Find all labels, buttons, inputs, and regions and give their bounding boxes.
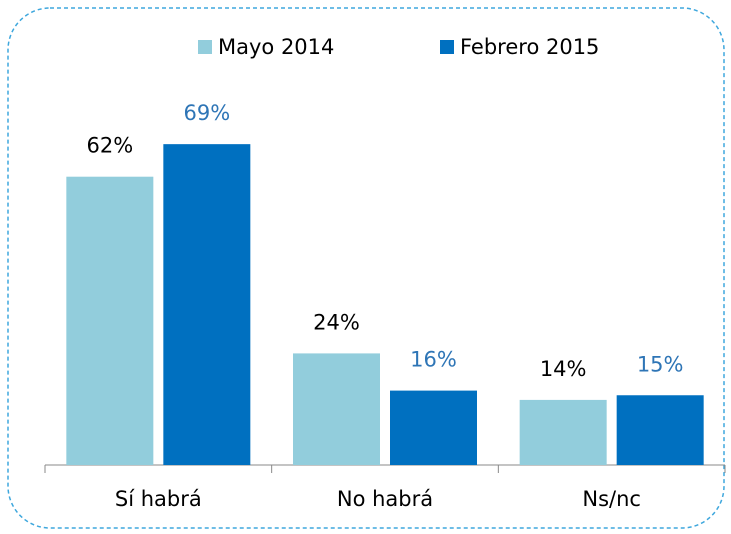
bar xyxy=(293,353,380,465)
data-label: 14% xyxy=(540,357,587,381)
bar xyxy=(519,399,607,465)
legend-swatch xyxy=(440,40,454,54)
bar xyxy=(616,395,704,465)
legend-swatch xyxy=(198,40,212,54)
data-label: 69% xyxy=(183,101,230,125)
bar xyxy=(390,390,477,465)
bar xyxy=(66,176,154,465)
legend-label: Febrero 2015 xyxy=(460,35,599,59)
x-tick-label: Sí habrá xyxy=(115,487,202,511)
data-label: 24% xyxy=(313,310,360,334)
data-label: 62% xyxy=(86,134,133,158)
legend-label: Mayo 2014 xyxy=(218,35,334,59)
chart-border xyxy=(7,7,725,529)
data-label: 16% xyxy=(410,348,457,372)
x-tick-label: No habrá xyxy=(337,487,433,511)
bar xyxy=(163,144,251,465)
x-tick-label: Ns/nc xyxy=(582,487,641,511)
data-label: 15% xyxy=(637,352,684,376)
